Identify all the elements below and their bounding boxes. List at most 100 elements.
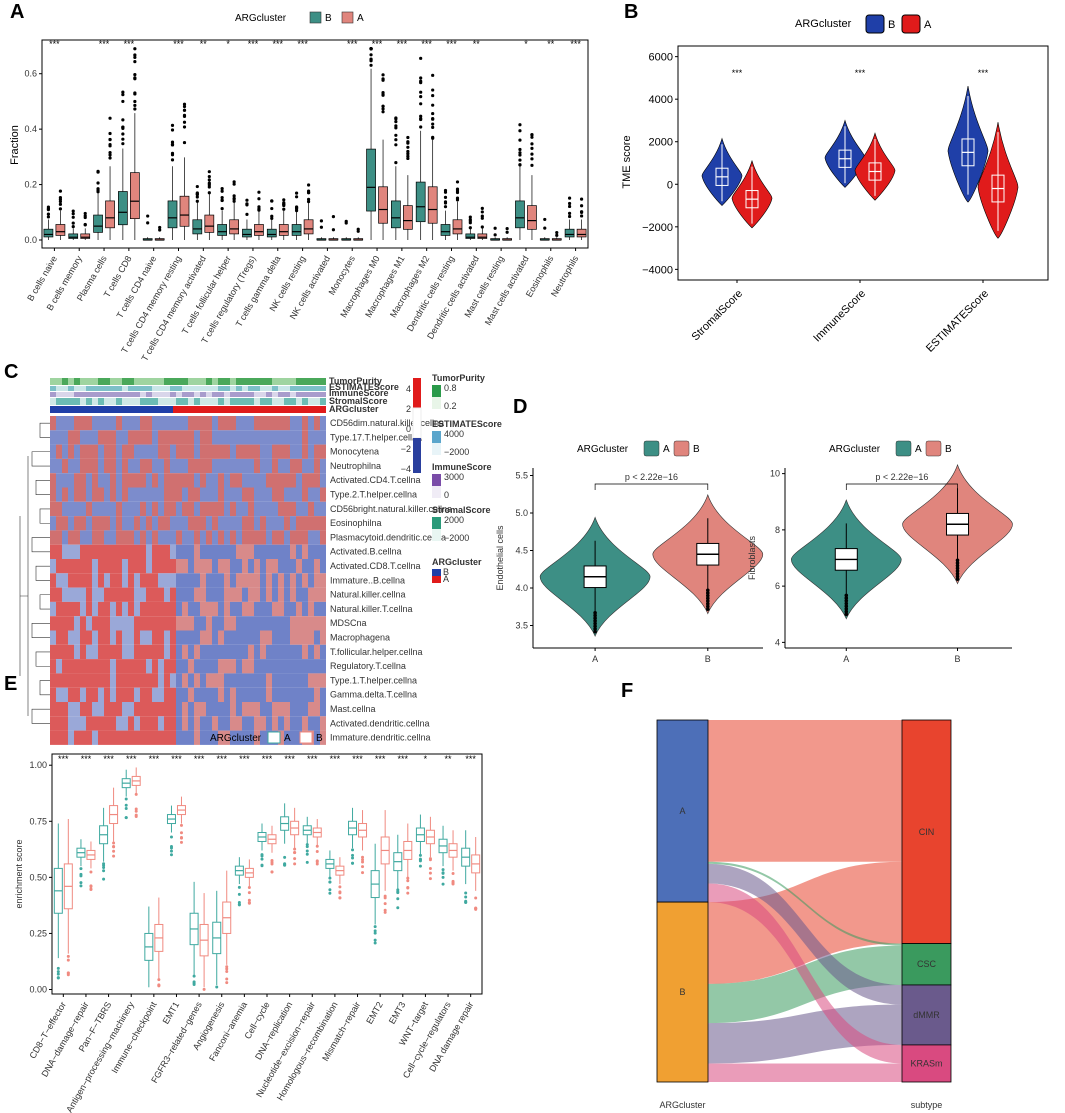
panel-c-cell bbox=[50, 416, 56, 431]
panel-c-cell bbox=[302, 458, 308, 474]
panel-c-annotation-cell bbox=[86, 392, 92, 397]
panel-e-outlier bbox=[112, 849, 116, 853]
panel-c-cell bbox=[146, 516, 152, 531]
panel-c-cell bbox=[122, 430, 128, 445]
panel-c-cell bbox=[104, 573, 110, 588]
panel-c-cell bbox=[242, 573, 248, 588]
panel-f-flow bbox=[708, 863, 902, 1005]
panel-e-outlier bbox=[124, 803, 128, 807]
panel-c-cell bbox=[320, 687, 326, 702]
panel-c-cell bbox=[284, 573, 290, 588]
panel-c-cell bbox=[272, 501, 278, 517]
panel-e-sig: *** bbox=[149, 754, 160, 764]
panel-c-cell bbox=[308, 530, 314, 545]
panel-c-cell bbox=[146, 716, 152, 731]
panel-e-outlier bbox=[169, 853, 173, 857]
panel-c-cell bbox=[236, 644, 242, 660]
panel-c-cell bbox=[62, 687, 68, 702]
panel-c-cell bbox=[86, 573, 92, 588]
panel-c-cell bbox=[158, 430, 164, 445]
panel-c-cell bbox=[290, 659, 296, 674]
panel-c-cell bbox=[86, 630, 92, 645]
panel-c-cell bbox=[116, 430, 122, 445]
panel-c-cell bbox=[278, 659, 284, 674]
panel-c-cell bbox=[200, 573, 206, 588]
panel-c-cell bbox=[122, 730, 128, 745]
panel-b-legend-key bbox=[865, 14, 885, 34]
panel-c-annotation-cell bbox=[74, 392, 80, 397]
panel-a-box bbox=[576, 228, 587, 238]
panel-c-cell bbox=[50, 544, 56, 559]
panel-c-dendrogram bbox=[31, 451, 50, 467]
panel-c-cell bbox=[296, 730, 302, 745]
panel-c-cell bbox=[146, 430, 152, 445]
panel-c-cell bbox=[56, 644, 62, 660]
panel-c-cell bbox=[236, 702, 242, 717]
panel-d-pvalue: p < 2.22e−16 bbox=[875, 472, 928, 482]
panel-c-annotation-cell bbox=[134, 378, 140, 385]
panel-c-cell bbox=[236, 573, 242, 588]
panel-c-cell bbox=[176, 544, 182, 559]
panel-a-box bbox=[427, 186, 438, 224]
panel-c-cell bbox=[302, 530, 308, 545]
panel-a-outlier bbox=[567, 211, 572, 215]
panel-c-cell bbox=[110, 501, 116, 517]
panel-c-cell bbox=[164, 644, 170, 660]
panel-c-cell bbox=[200, 473, 206, 488]
panel-c-annotation-cell bbox=[68, 386, 74, 391]
panel-d-outlier bbox=[844, 609, 849, 614]
panel-c-cell bbox=[206, 559, 212, 574]
panel-a-frame bbox=[41, 39, 589, 249]
panel-c-cell bbox=[50, 702, 56, 717]
panel-d-ytick-label: 10 bbox=[770, 469, 780, 479]
panel-c-dendrogram bbox=[35, 480, 50, 495]
panel-c-cell bbox=[92, 430, 98, 445]
panel-e-label: E bbox=[4, 673, 17, 695]
panel-c-cell bbox=[272, 601, 278, 617]
panel-c-cell bbox=[236, 473, 242, 488]
panel-c-annotation-cell bbox=[206, 378, 212, 385]
panel-a-ytick-label: 0.0 bbox=[24, 235, 37, 245]
panel-c-cell bbox=[254, 416, 260, 431]
panel-b-xtick-label: StromalScore bbox=[690, 288, 746, 344]
panel-a-ylabel: Fraction bbox=[9, 125, 21, 165]
panel-f-node-label: A bbox=[679, 806, 685, 816]
panel-c-cell bbox=[86, 458, 92, 474]
panel-c-cell bbox=[206, 673, 212, 688]
panel-c-cell bbox=[236, 716, 242, 731]
panel-c-annotation-cell bbox=[320, 386, 326, 391]
panel-c-cell bbox=[296, 659, 302, 674]
panel-a-outlier bbox=[468, 219, 472, 223]
panel-e-outlier bbox=[373, 925, 377, 929]
panel-c-cell bbox=[236, 458, 242, 474]
panel-e-outlier bbox=[112, 841, 116, 845]
panel-a-outlier bbox=[406, 152, 410, 156]
panel-c-cell bbox=[56, 559, 62, 574]
panel-f-flow bbox=[708, 861, 902, 946]
panel-a-outlier bbox=[58, 195, 63, 200]
panel-c-cell bbox=[308, 687, 314, 702]
panel-c-cell bbox=[260, 444, 266, 459]
panel-e-outlier bbox=[396, 891, 400, 895]
panel-c-cell bbox=[320, 659, 326, 674]
panel-c-cell bbox=[218, 458, 224, 474]
panel-c-cell bbox=[104, 473, 110, 488]
panel-e-outlier bbox=[383, 902, 387, 906]
panel-c-cell bbox=[50, 487, 56, 502]
panel-c-cell bbox=[50, 430, 56, 445]
panel-a-outlier bbox=[455, 189, 460, 193]
panel-c-cell bbox=[188, 716, 194, 731]
panel-c-cell bbox=[50, 444, 56, 459]
panel-c-cell bbox=[86, 673, 92, 688]
panel-c-dendrogram bbox=[39, 680, 50, 696]
panel-c-cell bbox=[302, 573, 308, 588]
panel-c-legend-key bbox=[432, 517, 441, 529]
panel-a-outlier bbox=[381, 110, 385, 114]
panel-e-outlier bbox=[102, 866, 106, 870]
panel-c-cell bbox=[50, 530, 56, 545]
panel-c-cell bbox=[266, 673, 272, 688]
panel-c-cell bbox=[194, 487, 200, 502]
panel-c-row-label: Plasmacytoid.dendritic.cellna bbox=[330, 532, 446, 542]
panel-c-cell bbox=[314, 587, 320, 602]
panel-c-cell bbox=[224, 487, 230, 502]
